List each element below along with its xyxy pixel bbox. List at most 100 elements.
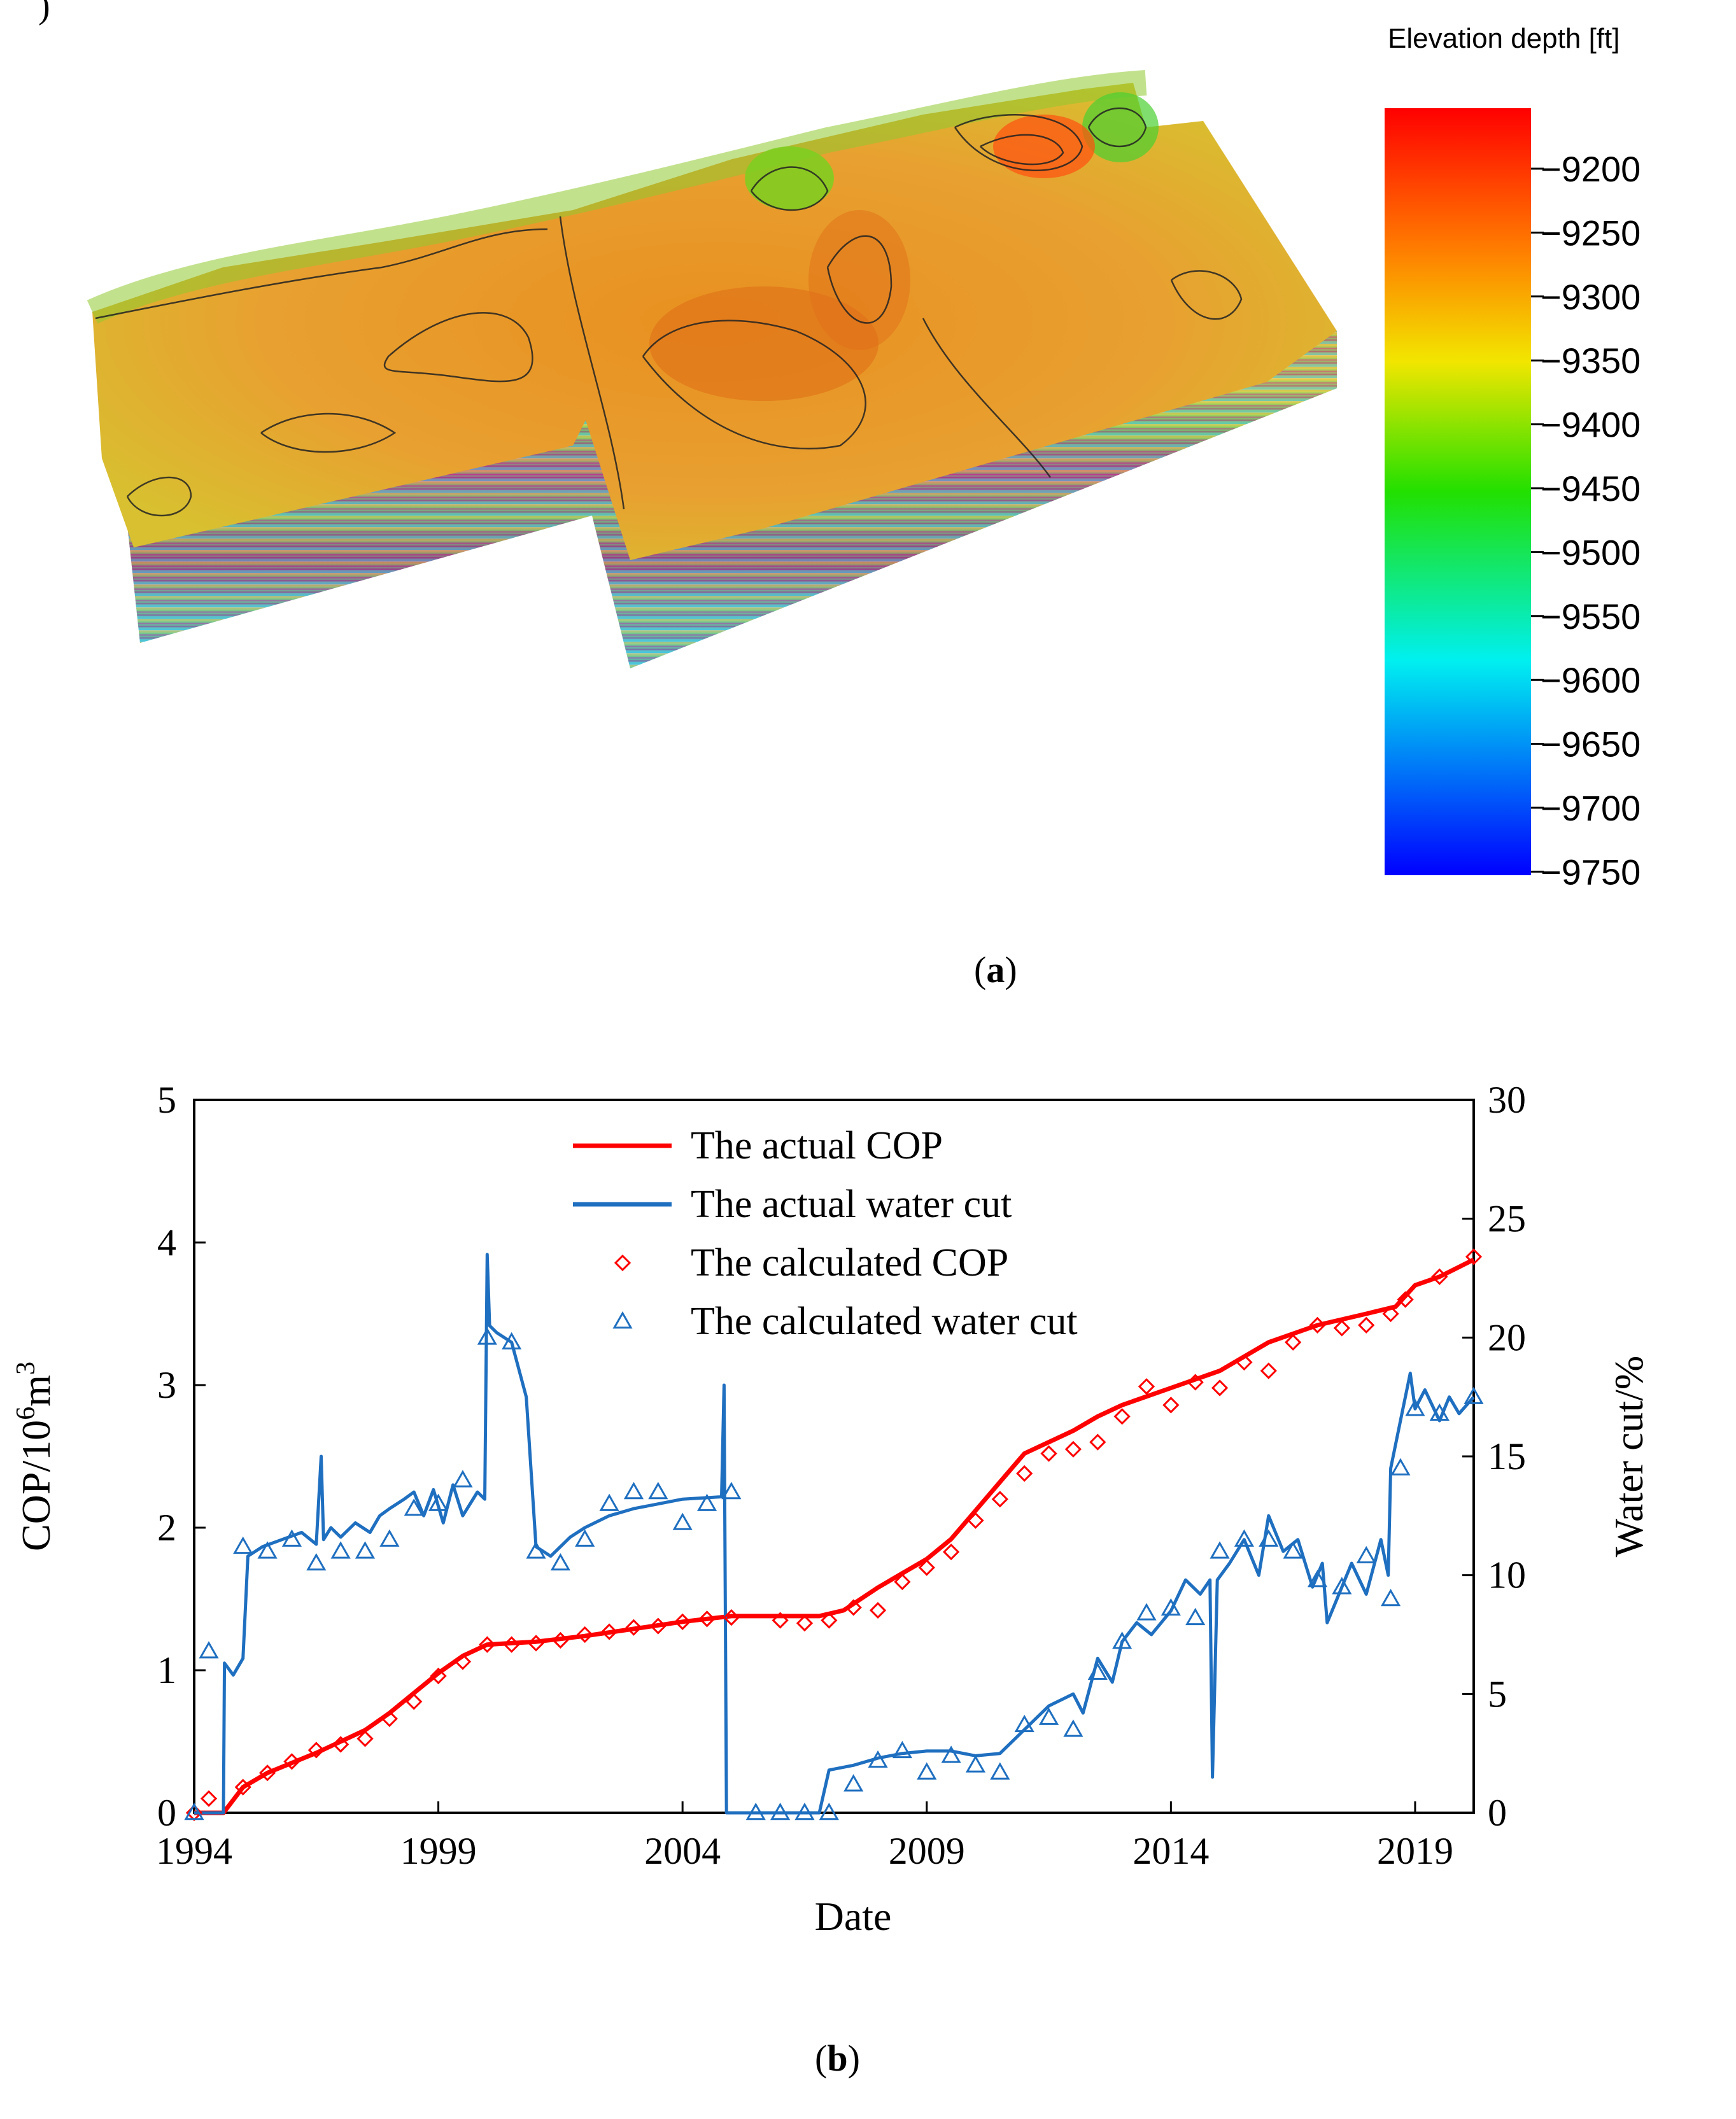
- calculated-water-cut-point: [1307, 1570, 1328, 1587]
- calculated-water-cut-point: [526, 1541, 546, 1559]
- calculated-cop-point: [918, 1559, 935, 1576]
- calculated-water-cut-point: [355, 1541, 376, 1559]
- calculated-cop-point: [821, 1612, 838, 1629]
- colorbar-tick-label: −9400: [1541, 405, 1641, 445]
- cop-water-cut-chart: 0 1 2 3 4 5 0 5 10 15 20 25 30 1994 1999 2004 2009 2014…: [11, 1079, 1651, 1939]
- calculated-water-cut-point: [1390, 1458, 1411, 1475]
- legend-label: The calculated water cut: [691, 1300, 1078, 1343]
- calculated-water-cut-point: [1356, 1545, 1376, 1564]
- calculated-water-cut-point: [1464, 1386, 1484, 1404]
- calculated-cop-point: [698, 1610, 716, 1628]
- colorbar-tick-label: −9300: [1541, 277, 1641, 317]
- calculated-cop-point: [503, 1636, 520, 1653]
- y-left-tick-label: 3: [157, 1364, 176, 1406]
- calculated-cop-point: [1040, 1445, 1057, 1462]
- calculated-cop-point: [1089, 1433, 1106, 1451]
- actual-water-cut-line: [194, 1253, 1475, 1815]
- calculated-water-cut-point: [1063, 1719, 1083, 1737]
- calculated-cop-point: [1113, 1408, 1131, 1425]
- calculated-cop-point: [1309, 1316, 1326, 1334]
- y-right-tick-label: 0: [1488, 1792, 1507, 1834]
- y-left-label-exp1: 6: [11, 1407, 41, 1420]
- panel-b-label: b: [827, 2038, 848, 2079]
- calculated-water-cut-point: [868, 1750, 888, 1768]
- calculated-water-cut-point: [672, 1512, 693, 1530]
- calculated-water-cut-point: [1429, 1403, 1450, 1421]
- calculated-cop-point: [1382, 1305, 1399, 1323]
- calculated-cop-point: [649, 1617, 667, 1635]
- x-tick-label: 2004: [644, 1830, 721, 1872]
- y-left-tick-label: 5: [157, 1079, 176, 1121]
- calculated-water-cut-point: [1210, 1541, 1230, 1559]
- calculated-water-cut-point: [257, 1541, 278, 1559]
- calculated-water-cut-point: [648, 1481, 668, 1500]
- calculated-cop-point: [1431, 1268, 1448, 1285]
- calculated-water-cut-point: [1087, 1662, 1108, 1680]
- legend-label: The actual water cut: [691, 1183, 1012, 1226]
- calculated-cop-point: [200, 1790, 218, 1807]
- calculated-cop-point: [1397, 1291, 1414, 1308]
- colorbar-tick-label: −9200: [1541, 149, 1641, 189]
- calculated-water-cut-point: [770, 1802, 791, 1820]
- calculated-cop-point: [796, 1614, 814, 1632]
- elevation-colorbar: Elevation depth [ft] −9200 −9250 −9300 −935…: [1385, 23, 1641, 892]
- calculated-water-cut-point: [892, 1740, 912, 1759]
- calculated-cop-point: [845, 1599, 862, 1616]
- y-left-tick-label: 1: [157, 1649, 176, 1691]
- calculated-cop-point: [479, 1636, 496, 1653]
- calculated-water-cut-point: [1014, 1714, 1034, 1733]
- legend-triangle-swatch: [612, 1311, 633, 1329]
- calculated-water-cut-point: [1283, 1541, 1303, 1559]
- panel-a-corner-fragment: ): [38, 0, 50, 26]
- calculated-cop-point: [894, 1573, 911, 1591]
- calculated-water-cut-point: [1185, 1607, 1206, 1626]
- x-tick-label: 2019: [1377, 1830, 1453, 1872]
- calculated-water-cut-point: [184, 1802, 204, 1820]
- calculated-water-cut-point: [550, 1552, 570, 1571]
- panel-b-caption: (b): [815, 2038, 860, 2079]
- calculated-cop-point: [527, 1635, 545, 1652]
- calculated-cop-point: [258, 1764, 276, 1782]
- calculated-water-cut-point: [990, 1762, 1010, 1780]
- colorbar-title: Elevation depth [ft]: [1388, 23, 1620, 54]
- calculated-water-cut-point: [941, 1745, 961, 1763]
- colorbar-tick-label: −9700: [1541, 788, 1641, 828]
- calculated-cop-point: [1162, 1397, 1180, 1414]
- y-right-tick-label: 15: [1488, 1435, 1526, 1477]
- calculated-cop-point: [1064, 1440, 1082, 1458]
- y-right-tick-label: 10: [1488, 1554, 1526, 1596]
- legend-diamond-swatch: [614, 1254, 632, 1272]
- y-axis-label-left: COP/106m3: [11, 1362, 59, 1551]
- y-right-tick-label: 20: [1488, 1316, 1526, 1358]
- actual-cop-line: [194, 1257, 1475, 1815]
- legend-label: The calculated COP: [691, 1241, 1008, 1285]
- colorbar-tick-label: −9600: [1541, 660, 1641, 700]
- calculated-cop-point: [356, 1730, 374, 1747]
- calculated-cop-point: [1285, 1334, 1302, 1351]
- calculated-cop-point: [1211, 1379, 1229, 1397]
- y-left-label-mid: m: [13, 1375, 59, 1407]
- calculated-cop-point: [283, 1753, 300, 1770]
- calculated-water-cut-point: [233, 1536, 253, 1554]
- y-right-tick-label: 5: [1488, 1673, 1507, 1715]
- calculated-water-cut-point: [1112, 1631, 1133, 1649]
- calculated-water-cut-point: [1161, 1598, 1181, 1616]
- y-left-tick-label: 4: [157, 1221, 176, 1264]
- y-left-tick-label: 0: [157, 1792, 176, 1834]
- calculated-cop-point: [772, 1612, 789, 1629]
- calculated-water-cut-point: [1405, 1398, 1425, 1416]
- calculated-water-cut-point: [428, 1493, 449, 1511]
- calculated-cop-point: [674, 1613, 691, 1630]
- calculated-water-cut-point: [917, 1762, 937, 1780]
- calculated-water-cut-point: [404, 1498, 424, 1516]
- colorbar-tick-label: −9350: [1541, 341, 1641, 381]
- y-right-tick-label: 30: [1488, 1079, 1526, 1121]
- calculated-cop-point: [869, 1602, 887, 1619]
- colorbar-tick-label: −9550: [1541, 596, 1641, 637]
- calculated-water-cut-point: [794, 1802, 815, 1820]
- calculated-cop-point: [943, 1543, 960, 1561]
- y-axis-label-right: Water cut/%: [1606, 1356, 1651, 1557]
- y-left-label-prefix: COP/10: [13, 1420, 59, 1551]
- panel-a-caption: (a): [974, 949, 1017, 990]
